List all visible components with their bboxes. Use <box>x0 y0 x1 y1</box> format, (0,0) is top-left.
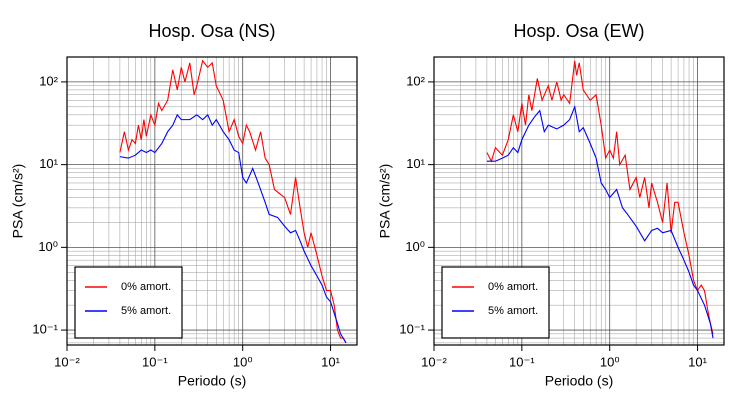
x-axis-label: Periodo (s) <box>545 373 613 389</box>
x-axis-label: Periodo (s) <box>178 373 246 389</box>
y-tick-label: 10⁰ <box>38 239 58 254</box>
x-tick-label: 10⁻¹ <box>509 354 535 369</box>
legend-label: 0% amort. <box>121 281 171 293</box>
x-tick-label: 10⁰ <box>233 354 253 369</box>
legend-label: 0% amort. <box>488 281 538 293</box>
series-line <box>119 59 347 344</box>
y-tick-label: 10⁻¹ <box>32 322 58 337</box>
x-tick-label: 10⁻² <box>54 354 80 369</box>
x-tick-label: 10⁻² <box>421 354 447 369</box>
plot-frame <box>433 56 725 346</box>
legend-label: 5% amort. <box>488 305 538 317</box>
chart-title: Hosp. Osa (NS) <box>148 21 275 41</box>
y-tick-label: 10⁰ <box>405 239 425 254</box>
chart: Hosp. Osa (EW) Periodo (s) PSA (cm/s²) 10⁻²… <box>377 21 725 389</box>
legend-box <box>74 266 183 339</box>
x-tick-label: 10⁻¹ <box>142 354 168 369</box>
series-line <box>119 113 347 344</box>
x-tick-label: 10¹ <box>321 354 340 369</box>
y-tick-label: 10² <box>39 73 58 88</box>
y-tick-label: 10⁻¹ <box>399 322 425 337</box>
y-tick-label: 10² <box>406 73 425 88</box>
legend-box <box>441 266 550 339</box>
y-tick-label: 10¹ <box>39 156 58 171</box>
series-line <box>486 104 714 339</box>
x-tick-label: 10⁰ <box>600 354 620 369</box>
y-tick-label: 10¹ <box>406 156 425 171</box>
y-axis-label: PSA (cm/s²) <box>10 164 26 239</box>
chart-title: Hosp. Osa (EW) <box>513 21 644 41</box>
plot-frame <box>66 56 358 346</box>
series-line <box>486 60 714 334</box>
x-tick-label: 10¹ <box>688 354 707 369</box>
y-axis-label: PSA (cm/s²) <box>377 164 393 239</box>
chart: Hosp. Osa (NS) Periodo (s) PSA (cm/s²) 10⁻²… <box>10 21 358 389</box>
legend-label: 5% amort. <box>121 305 171 317</box>
